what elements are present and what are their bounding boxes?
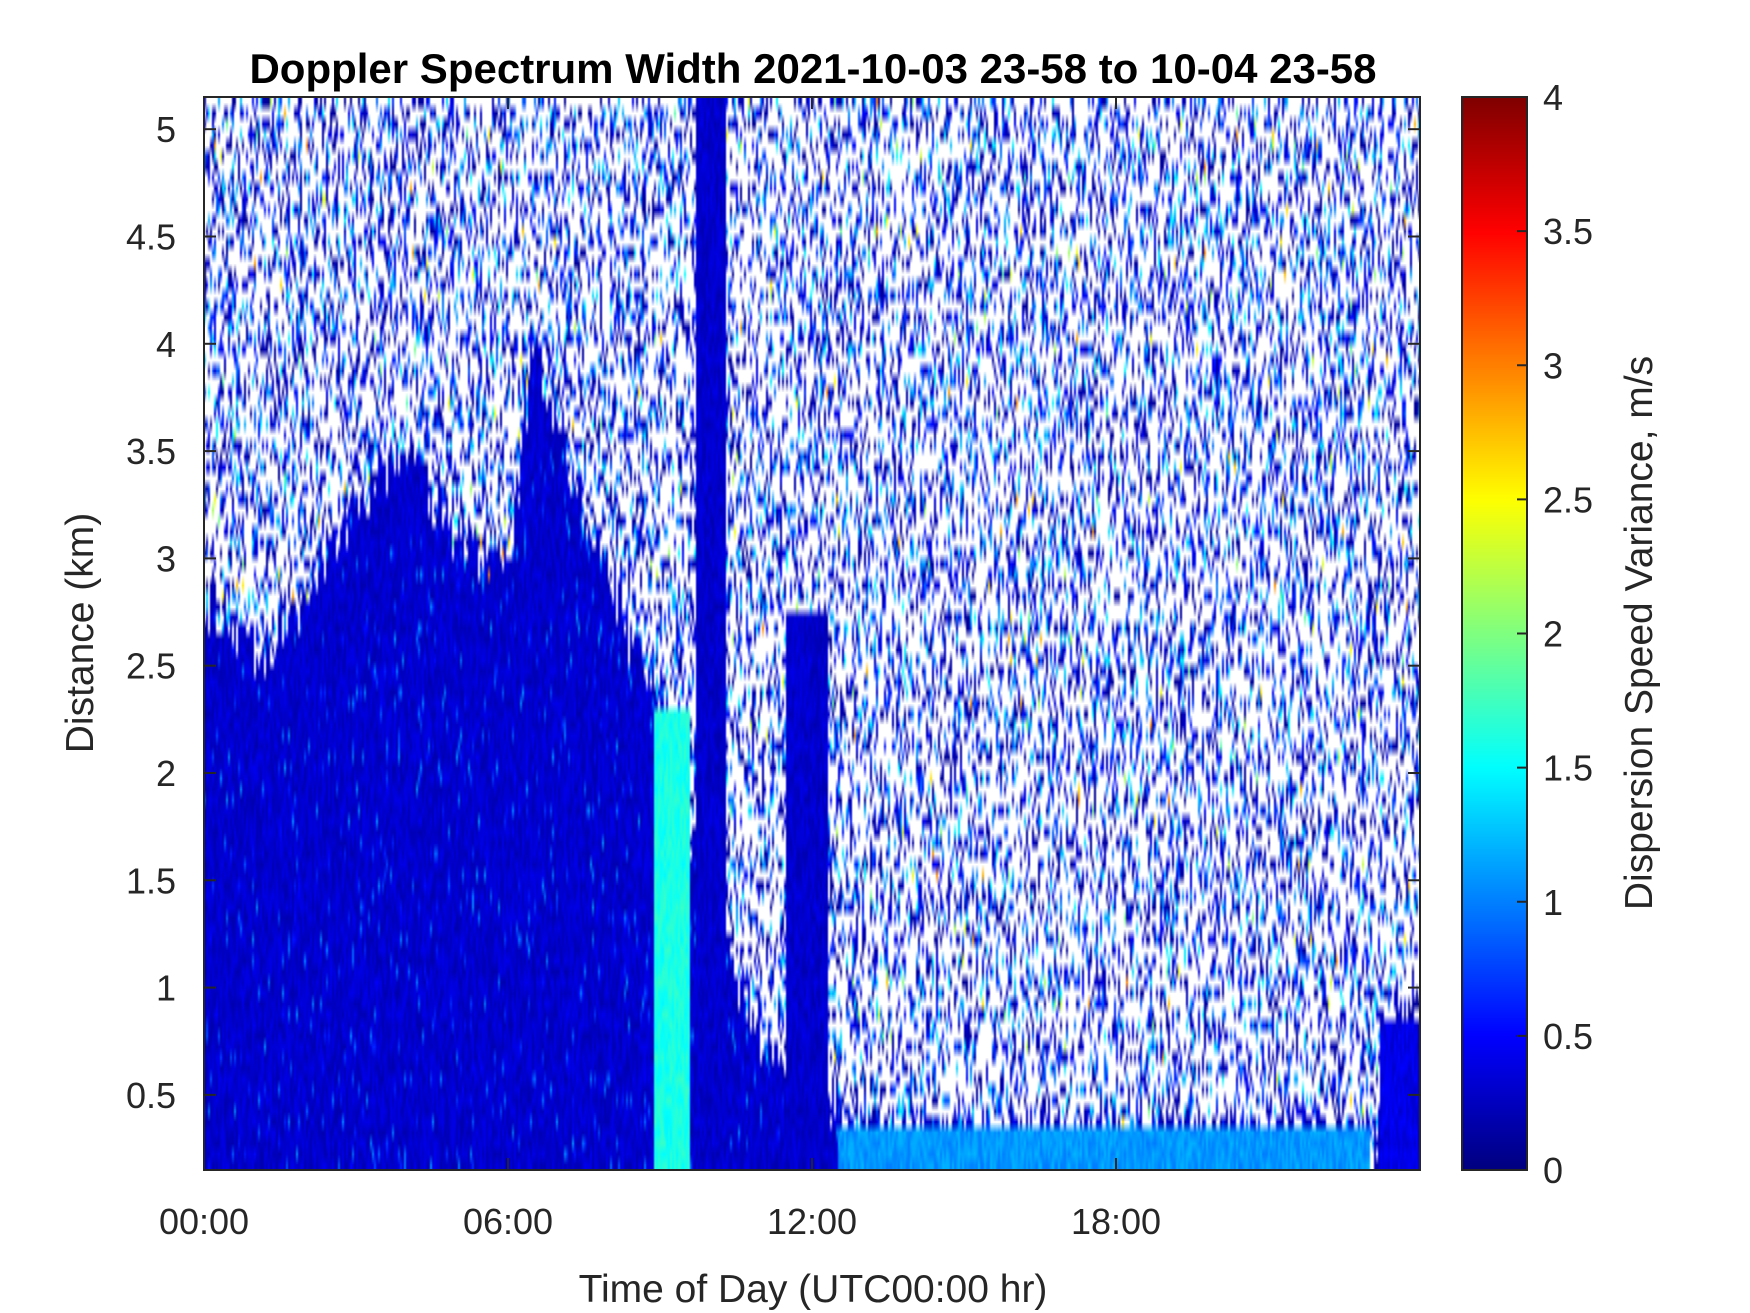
colorbar: 0 0.5 1 1.5 2 2.5 3 3.5 4 Dispersion Speed Varia… <box>1461 77 1661 1191</box>
y-tick-label: 1.5 <box>126 860 176 901</box>
colorbar-tick-label: 2.5 <box>1543 479 1593 520</box>
x-tick-label: 12:00 <box>767 1201 857 1242</box>
plot-area: 00:00 06:00 12:00 18:00 0.5 1 1.5 2 2.5 3 3.5 4 4.5… <box>126 96 1421 1242</box>
y-tick-label: 5 <box>156 109 176 150</box>
colorbar-tick-label: 1.5 <box>1543 748 1593 789</box>
y-tick-label: 1 <box>156 968 176 1009</box>
y-tick-label: 4.5 <box>126 216 176 257</box>
chart-title: Doppler Spectrum Width 2021-10-03 23-58 … <box>249 45 1376 92</box>
colorbar-label: Dispersion Speed Variance, m/s <box>1618 356 1661 910</box>
y-tick-label: 3 <box>156 538 176 579</box>
y-tick-label: 3.5 <box>126 431 176 472</box>
y-tick-label: 4 <box>156 324 176 365</box>
x-tick-label: 00:00 <box>159 1201 249 1242</box>
y-tick-label: 2.5 <box>126 646 176 687</box>
colorbar-tick-label: 2 <box>1543 614 1563 655</box>
y-axis: 0.5 1 1.5 2 2.5 3 3.5 4 4.5 5 <box>126 109 1420 1116</box>
y-axis-label: Distance (km) <box>59 513 102 754</box>
colorbar-tick-label: 0.5 <box>1543 1016 1593 1057</box>
colorbar-tick-label: 1 <box>1543 882 1563 923</box>
colorbar-ticks: 0 0.5 1 1.5 2 2.5 3 3.5 4 <box>1517 77 1593 1191</box>
colorbar-tick-label: 0 <box>1543 1150 1563 1191</box>
y-tick-label: 2 <box>156 753 176 794</box>
heatmap-image <box>204 97 1420 1170</box>
x-tick-label: 06:00 <box>463 1201 553 1242</box>
y-tick-label: 0.5 <box>126 1075 176 1116</box>
colorbar-gradient <box>1462 97 1527 1170</box>
colorbar-tick-label: 3.5 <box>1543 211 1593 252</box>
x-axis: 00:00 06:00 12:00 18:00 <box>159 97 1161 1242</box>
x-tick-label: 18:00 <box>1071 1201 1161 1242</box>
colorbar-tick-label: 3 <box>1543 345 1563 386</box>
colorbar-tick-label: 4 <box>1543 77 1563 118</box>
x-axis-label: Time of Day (UTC00:00 hr) <box>579 1268 1048 1311</box>
